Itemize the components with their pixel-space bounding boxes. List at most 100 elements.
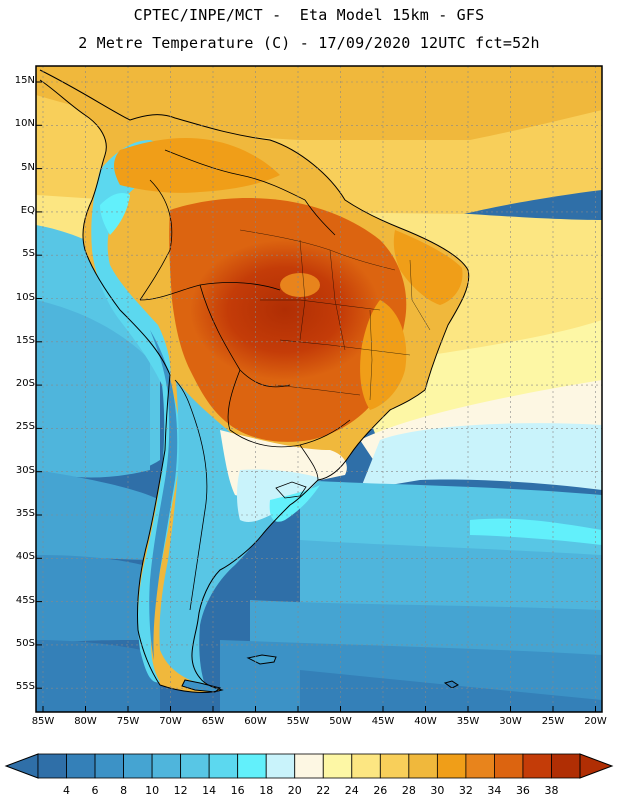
andes-north-cool <box>100 193 130 235</box>
lat-label: 25S <box>15 421 35 433</box>
colorbar-swatch <box>294 753 324 779</box>
lat-label: 10S <box>15 291 35 303</box>
lon-label: 50W <box>329 716 352 727</box>
colorbar-label: 18 <box>259 784 274 797</box>
title-line-1: CPTEC/INPE/MCT - Eta Model 15km - GFS <box>133 6 485 24</box>
coastline <box>39 69 470 693</box>
venezuela-brazil-border <box>164 149 306 201</box>
lat-label: 50S <box>15 637 35 649</box>
colorbar-high-arrow <box>579 753 614 779</box>
lon-label: 20W <box>584 716 607 727</box>
lon-label: 70W <box>159 716 182 727</box>
colorbar-label: 4 <box>63 784 71 797</box>
colombia-peru-border <box>139 179 173 301</box>
colorbar-swatch <box>37 753 67 779</box>
axis-ticks <box>36 81 596 712</box>
colorbar-swatch <box>208 753 239 779</box>
lat-label: 5N <box>21 161 35 173</box>
guianas-border <box>304 199 336 236</box>
rio-de-la-plata <box>275 481 307 499</box>
lon-label: 60W <box>244 716 267 727</box>
lat-label: 30S <box>15 464 35 476</box>
lat-label: 45S <box>15 594 35 606</box>
colorbar-label: 24 <box>344 784 359 797</box>
colorbar-swatch <box>522 753 552 779</box>
lat-label: EQ <box>20 204 35 216</box>
lon-label: 85W <box>31 716 55 727</box>
colorbar <box>4 753 614 779</box>
east-brazil-warm <box>360 300 407 410</box>
lon-label: 80W <box>74 716 97 727</box>
colorbar-swatch <box>494 753 524 779</box>
lon-label: 40W <box>414 716 437 727</box>
colorbar-swatch <box>151 753 182 779</box>
paraguay-argentina-border <box>227 369 351 448</box>
colorbar-label: 12 <box>173 784 188 797</box>
lon-label: 45W <box>371 716 395 727</box>
lat-label: 35S <box>15 508 35 519</box>
colorbar-low-arrow <box>4 753 39 779</box>
plateau-spot <box>280 273 320 297</box>
colorbar-label: 28 <box>401 784 416 797</box>
lon-label: 75W <box>116 716 140 727</box>
north-warm <box>114 138 280 193</box>
lon-label: 35W <box>456 716 480 727</box>
colorbar-swatch <box>237 753 267 779</box>
northeast-warm <box>393 230 463 305</box>
colorbar-swatch <box>465 753 495 779</box>
map-frame <box>35 65 603 713</box>
colorbar-swatch <box>379 753 410 779</box>
colorbar-label: 8 <box>120 784 128 797</box>
lon-label: 25W <box>541 716 565 727</box>
grid-lines <box>36 66 602 712</box>
colorbar-label: 10 <box>145 784 160 797</box>
colorbar-label: 16 <box>230 784 245 797</box>
interior-hottest <box>190 240 380 380</box>
lat-label: 10N <box>14 118 35 130</box>
colorbar-swatch <box>265 753 296 779</box>
lon-label: 30W <box>499 716 522 727</box>
colorbar-swatch <box>351 753 381 779</box>
lat-label: 15N <box>14 75 35 86</box>
bolivia-border <box>199 284 291 388</box>
colorbar-label: 14 <box>202 784 217 797</box>
lat-label: 20S <box>15 378 35 390</box>
colorbar-label: 20 <box>287 784 302 797</box>
colorbar-swatch <box>180 753 210 779</box>
colorbar-label: 34 <box>487 784 502 797</box>
pampas-band-18 <box>237 469 320 522</box>
colorbar-swatch <box>123 753 153 779</box>
lat-label: 15S <box>15 334 35 346</box>
colorbar-label: 38 <box>544 784 559 797</box>
colorbar-swatch <box>408 753 438 779</box>
lat-label: 55S <box>15 681 35 693</box>
atlantic-band-16 <box>470 518 602 545</box>
colorbar-swatch <box>551 753 581 779</box>
colorbar-label: 36 <box>515 784 530 797</box>
state-borders <box>239 229 431 401</box>
colorbar-swatch <box>322 753 353 779</box>
south-georgia <box>443 680 459 689</box>
lon-label: 65W <box>201 716 225 727</box>
lat-label: 40S <box>15 551 35 563</box>
colorbar-label: 32 <box>458 784 473 797</box>
south-atlantic-band-18 <box>360 423 602 490</box>
title-line-2: 2 Metre Temperature (C) - 17/09/2020 12U… <box>78 34 540 52</box>
falkland-islands <box>246 654 277 665</box>
uruguay-border <box>299 444 319 481</box>
colorbar-swatch <box>436 753 467 779</box>
colorbar-label: 22 <box>316 784 331 797</box>
pacific-band-12 <box>36 300 150 478</box>
colorbar-label: 30 <box>430 784 445 797</box>
colorbar-label: 26 <box>373 784 388 797</box>
country-borders <box>139 149 351 611</box>
colorbar-swatch <box>94 753 124 779</box>
pacific-band-8 <box>36 555 160 645</box>
chile-argentina-border <box>174 379 208 611</box>
lat-label: 5S <box>22 248 35 260</box>
atlantic-band-12 <box>300 540 602 620</box>
colorbar-label: 6 <box>91 784 99 797</box>
colorbar-swatch <box>66 753 96 779</box>
lon-label: 55W <box>286 716 310 727</box>
